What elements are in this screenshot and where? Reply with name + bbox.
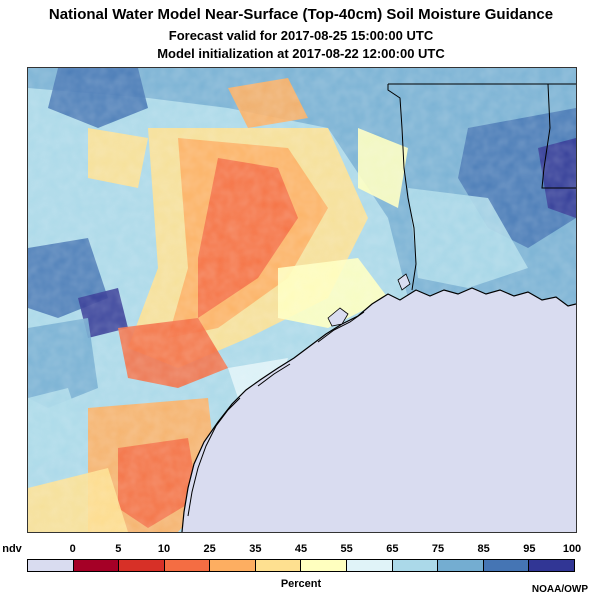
legend-tick-label: 35 <box>249 543 262 555</box>
legend-swatch <box>301 560 348 571</box>
legend-tick-label: ndv <box>2 543 22 555</box>
legend-swatch <box>73 560 120 571</box>
map-title: National Water Model Near-Surface (Top-4… <box>48 6 554 23</box>
legend-tick-label: 45 <box>294 543 308 555</box>
mississippi-border <box>541 83 576 189</box>
galveston-bay <box>327 307 349 327</box>
legend-swatch <box>119 560 165 571</box>
color-legend <box>27 559 575 572</box>
legend-swatch <box>164 560 211 571</box>
model-initialization-time: Model initialization at 2017-08-22 12:00… <box>157 46 445 61</box>
barrier-islands <box>187 311 365 517</box>
legend-swatch <box>255 560 302 571</box>
coastline <box>181 287 576 532</box>
legend-swatch <box>210 560 256 571</box>
legend-tick-label: 65 <box>386 543 399 555</box>
legend-tick-label: 5 <box>115 543 122 555</box>
legend-tick-label: 55 <box>340 543 353 555</box>
legend-tick-label: 100 <box>562 543 582 555</box>
legend-tick-label: 85 <box>477 543 490 555</box>
lake-sabine <box>397 273 411 291</box>
texas-louisiana-border <box>387 84 417 291</box>
legend-tick-label: 10 <box>157 543 171 555</box>
legend-swatch <box>438 560 484 571</box>
legend-tick-label: 25 <box>203 543 216 555</box>
legend-units: Percent <box>280 578 322 590</box>
legend-tick-label: 75 <box>431 543 445 555</box>
legend-tick-label: 0 <box>69 543 76 555</box>
legend-swatch <box>392 560 439 571</box>
forecast-valid-time: Forecast valid for 2017-08-25 15:00:00 U… <box>168 28 434 43</box>
soil-moisture-map <box>27 67 577 533</box>
legend-swatch <box>529 560 574 571</box>
credit-label: NOAA/OWP <box>531 584 588 595</box>
legend-swatch <box>483 560 530 571</box>
legend-tick-label: 95 <box>523 543 536 555</box>
gulf-of-mexico <box>182 288 576 532</box>
legend-swatch <box>28 560 74 571</box>
legend-swatch <box>347 560 393 571</box>
